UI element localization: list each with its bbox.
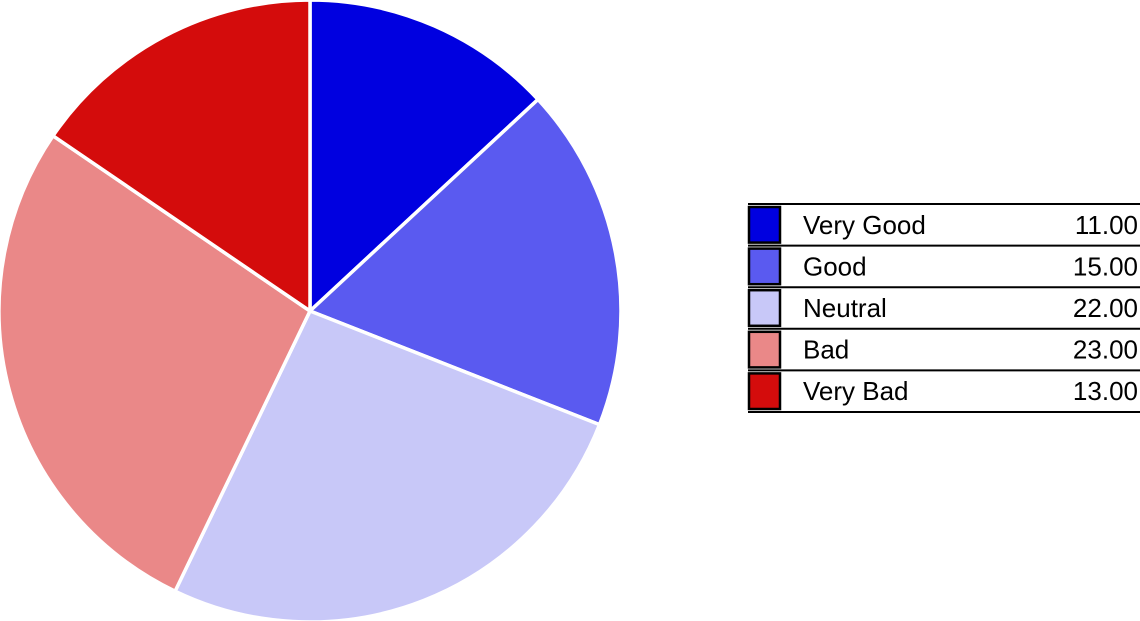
legend-value-very-good: 11.00	[1075, 210, 1138, 240]
legend-label-very-bad: Very Bad	[803, 376, 909, 406]
legend-swatch-neutral	[747, 288, 782, 328]
pie-slice-good	[308, 97, 623, 427]
legend-swatch-very-bad	[747, 372, 782, 411]
legend-label-very-good: Very Good	[803, 210, 926, 240]
legend-swatch-very-good	[747, 205, 782, 244]
legend-label-neutral: Neutral	[803, 293, 887, 323]
legend-value-neutral: 22.00	[1073, 293, 1138, 323]
legend-swatch-bad	[747, 330, 782, 369]
legend-value-very-bad: 13.00	[1073, 376, 1138, 406]
legend-value-good: 15.00	[1073, 251, 1138, 281]
legend-label-good: Good	[803, 251, 867, 281]
legend: Very Good 11.00 Good 15.00 Neutral 22.00 Bad 23…	[747, 203, 1140, 413]
pie-slice-very-good	[308, 0, 540, 313]
pie-slice-bad	[0, 134, 312, 593]
legend-value-bad: 23.00	[1073, 335, 1138, 365]
legend-label-bad: Bad	[803, 335, 849, 365]
pie-slices	[0, 0, 623, 621]
pie-slice-neutral	[173, 309, 602, 621]
pie-slice-very-bad	[51, 0, 312, 313]
legend-swatch-good	[747, 247, 782, 286]
